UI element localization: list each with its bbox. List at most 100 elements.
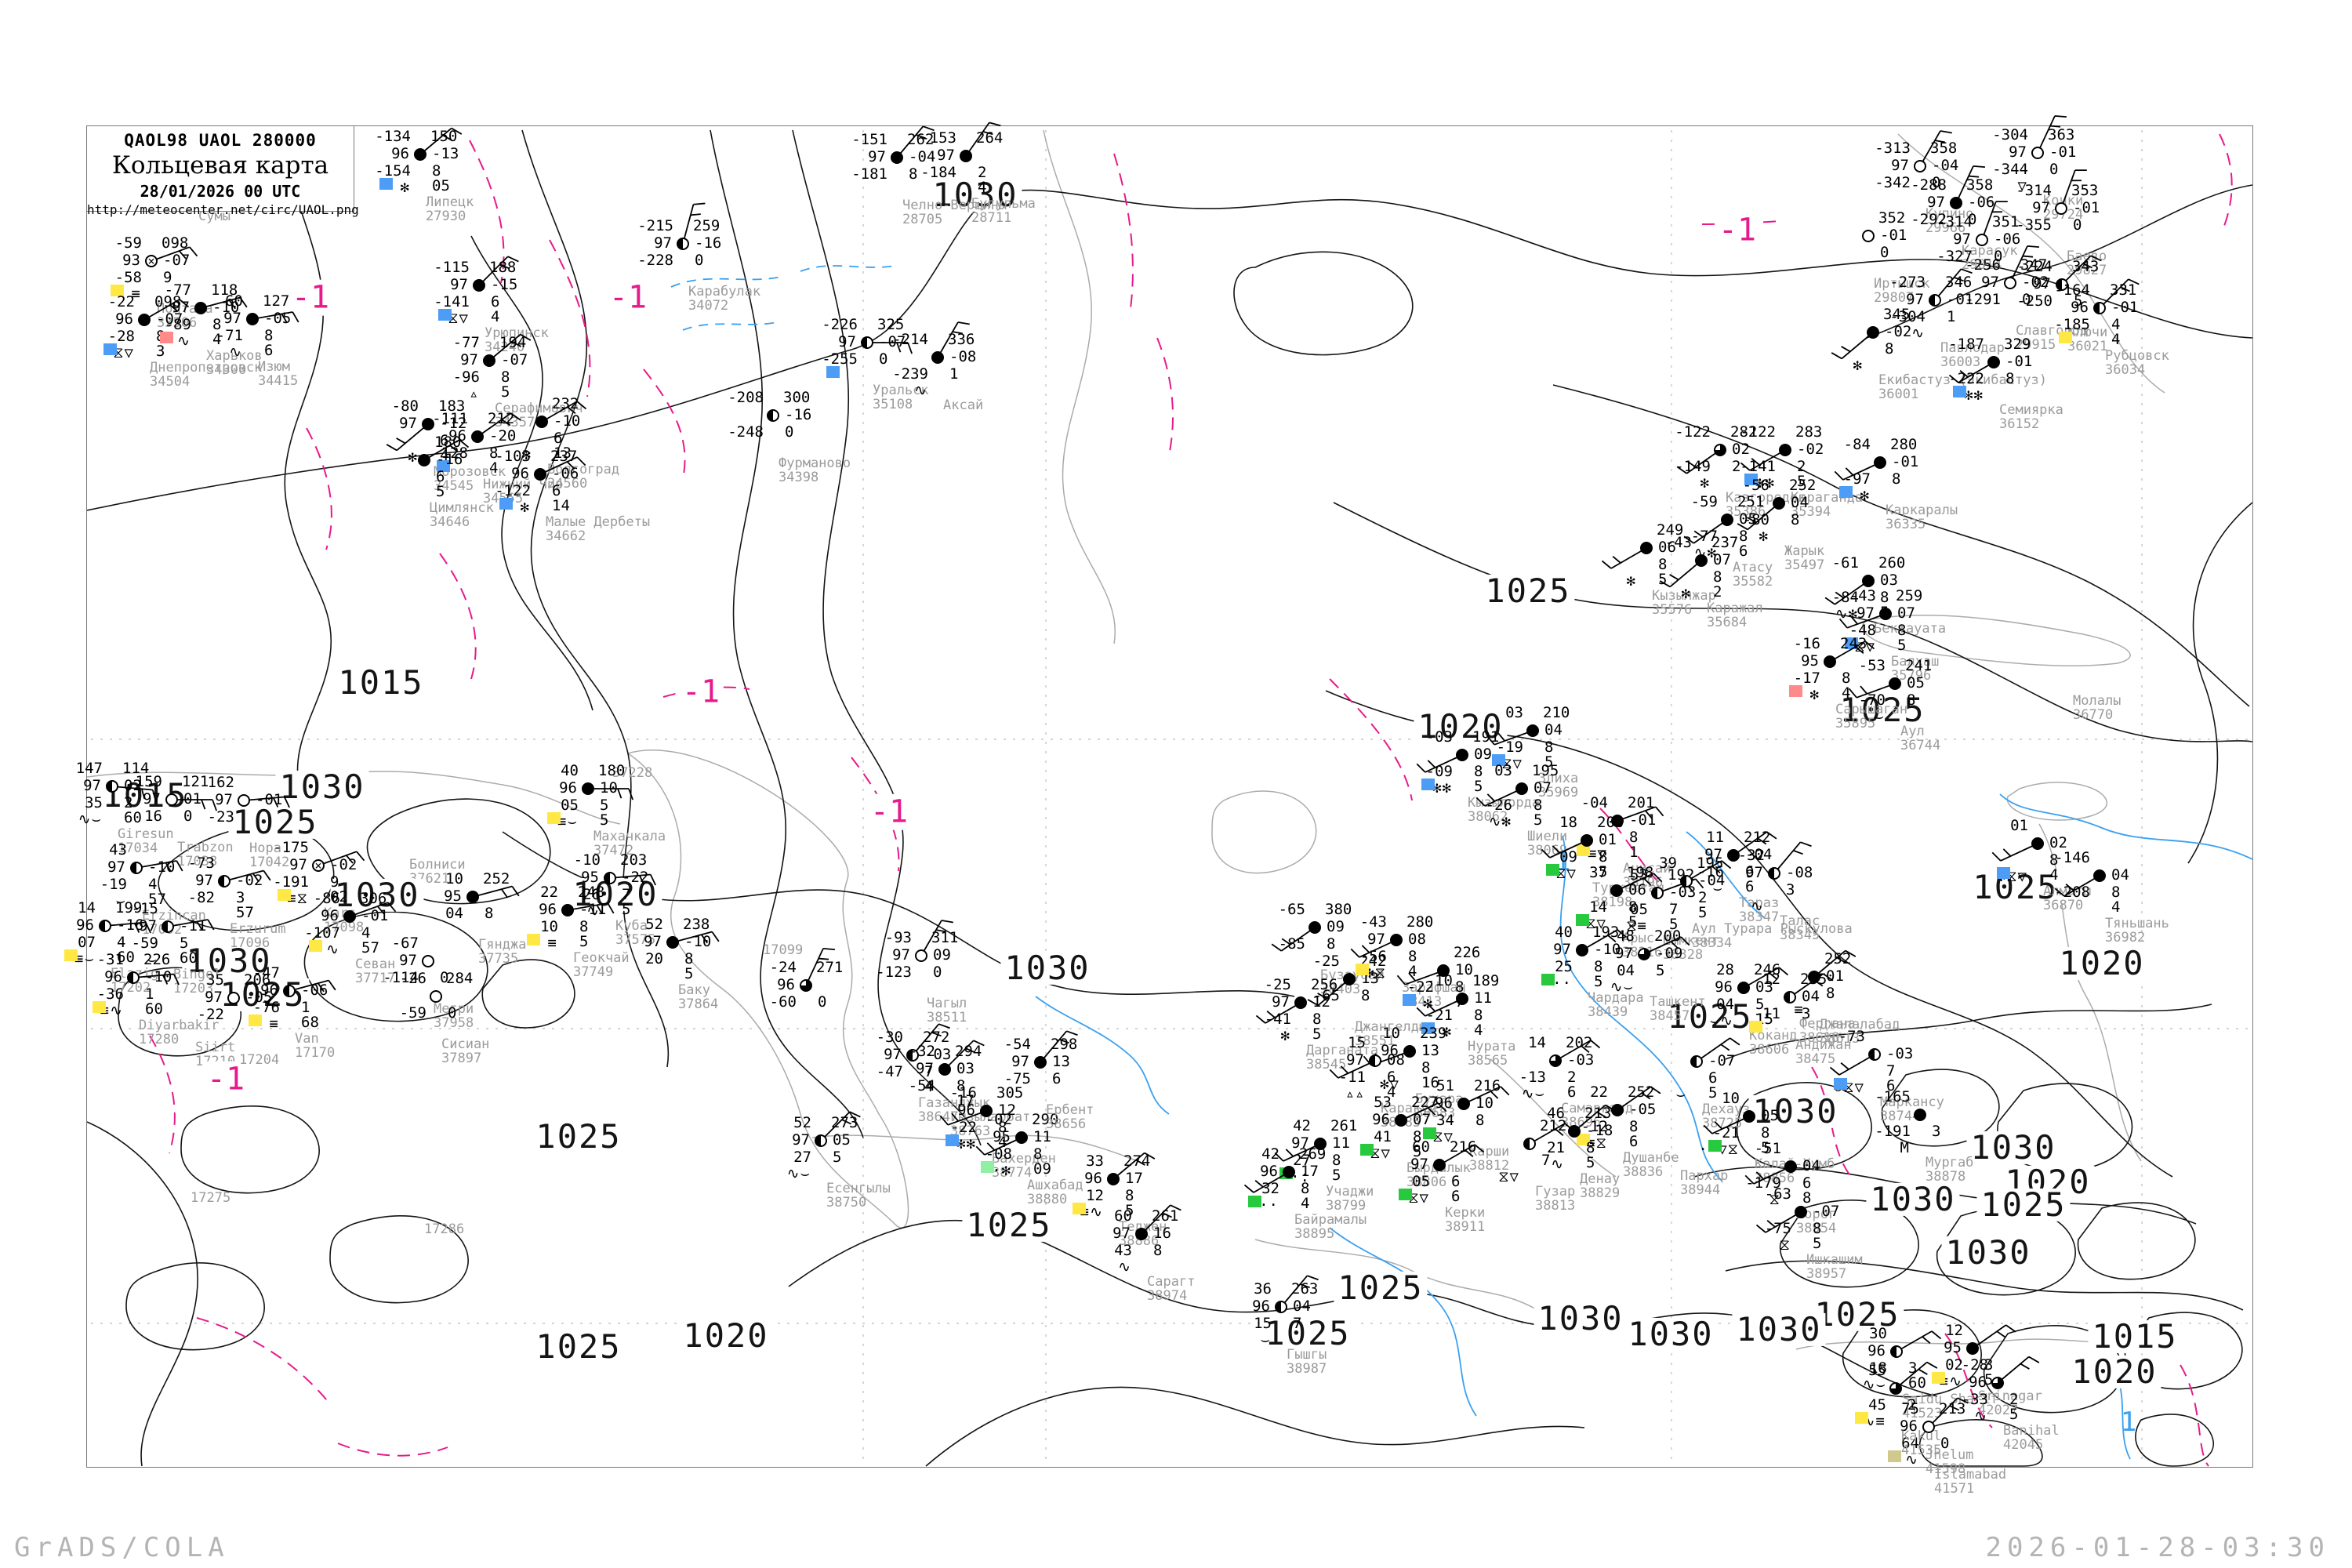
station-temperature: 52 (793, 1114, 811, 1131)
station-name-id: Нурата 38565 (1468, 1039, 1516, 1069)
station-code-1: 5 (1755, 996, 1765, 1013)
station-temperature: -77 (164, 281, 191, 299)
station-circle-icon (2031, 147, 2044, 159)
station-temperature: 37 (1589, 864, 1607, 881)
station-dewpoint: 02 (1945, 1356, 1963, 1374)
station-temperature: 40 (561, 762, 579, 779)
station-name-id: Теджен 38886 (1119, 1219, 1167, 1249)
station-temperature: 52 (645, 916, 663, 933)
station-visibility: 96 (1252, 1298, 1270, 1315)
weather-symbol-icon: ⧖▽ (1370, 1145, 1391, 1162)
weather-symbol-icon: ∿✻ (1488, 813, 1512, 830)
station-circle-icon (162, 920, 174, 933)
weather-symbol-icon: ⧖▽ (448, 310, 469, 327)
station-temperature: -43 (1359, 913, 1387, 931)
station-color-marker (1399, 1189, 1412, 1200)
wind-barb-icon (1555, 1040, 1601, 1062)
station-dewpoint: -184 (920, 164, 956, 181)
station-pressure: 274 (1123, 1152, 1151, 1170)
station-pressure: 212 (488, 410, 515, 427)
station-dewpoint: -11 (1338, 1069, 1366, 1086)
station-pressure-tendency: -01 (2111, 299, 2139, 316)
station-name-id: Злиха 35969 (1538, 771, 1579, 800)
station-visibility: 96 (448, 427, 466, 445)
front-value-label: -1 (1715, 212, 1759, 249)
station-circle-icon (1862, 230, 1875, 242)
station-temperature: -51 (1754, 1140, 1781, 1157)
station-pressure: 212 (1540, 1117, 1567, 1134)
station-temperature: 60 (1412, 1138, 1430, 1156)
station-code-2: 5 (1594, 973, 1603, 990)
station-name-id: Ишкашим 38957 (1806, 1252, 1863, 1282)
station-name-id: Bingol 17203 (173, 967, 222, 996)
wind-barb-icon (167, 919, 215, 931)
weather-symbol-icon: ✻ (408, 448, 418, 466)
station-code-1: 5 (1656, 962, 1665, 979)
station-pressure-tendency: -15 (491, 276, 518, 293)
station-name-id: Ашхабад 38880 (1027, 1178, 1083, 1207)
station-visibility: 97 (1953, 230, 1971, 248)
station-name-id: Серафимович 34357 (495, 401, 583, 430)
station-name-id: Севан 37717 (355, 956, 396, 986)
rivers (670, 265, 2252, 1460)
weather-symbol-icon: ⧖▽ (113, 344, 134, 361)
station-code-2: 13 (554, 445, 572, 462)
front-value-label: -1 (289, 279, 332, 316)
station-name-id: Erzurum 17096 (230, 921, 286, 951)
station-pressure: 194 (499, 334, 527, 351)
station-code-2: 5 (1984, 1371, 1994, 1388)
station-name-id: Цимлянск 34646 (430, 500, 494, 530)
station-code-1: 0 (933, 964, 942, 981)
station-circle-icon (1950, 197, 1962, 209)
station-code-1: 8 (1791, 511, 1800, 528)
station-dewpoint: -304 (1889, 308, 1926, 325)
station-dewpoint: -28 (107, 328, 135, 345)
isobar-label: 1020 (679, 1319, 773, 1352)
station-pressure-tendency: 01 (1599, 831, 1617, 848)
station-color-marker (981, 1161, 994, 1173)
station-pressure: 248 (578, 884, 605, 901)
station-color-marker (249, 1014, 262, 1026)
wind-barb-icon (423, 439, 470, 461)
station-name-id: Балхаш 35796 (1891, 654, 1940, 684)
station-pressure-tendency: -04 (1698, 872, 1726, 889)
station-dewpoint: -128 (432, 445, 468, 462)
station-visibility: 96 (2071, 299, 2089, 316)
isobar-label: 1025 (1835, 693, 1929, 727)
station-dewpoint: -47 (876, 1063, 903, 1080)
isobar-label: 1020 (2067, 1355, 2161, 1388)
station-temperature: 51 (1436, 1077, 1454, 1094)
station-name-id: 17204 (239, 1052, 280, 1068)
station-dewpoint: -149 (1675, 458, 1711, 475)
station-circle-icon (194, 302, 207, 314)
station-color-marker (438, 309, 452, 321)
station-circle-icon (1568, 1125, 1581, 1138)
station-visibility: 96 (1969, 1374, 1987, 1391)
station-visibility: 97 (792, 1131, 810, 1149)
station-code-1: 2 (1698, 889, 1708, 906)
station-pressure-tendency: -04 (1932, 157, 1959, 174)
station-code-2: 8 (1802, 1189, 1812, 1207)
station-pressure: 226 (143, 951, 171, 968)
station-code-1: 8 (1544, 739, 1554, 756)
station-temperature: -73 (1838, 1028, 1865, 1045)
station-code-1: 5 (600, 797, 609, 814)
station-code-1: 0 (440, 969, 449, 986)
isobar-label: 1030 (1941, 1236, 2035, 1269)
station-code-2: 4 (440, 447, 449, 464)
station-temperature: -224 (2016, 258, 2053, 275)
station-name-id: Van 17170 (295, 1031, 336, 1061)
weather-symbol-icon: ▵▵ (1345, 1085, 1365, 1102)
station-pressure: 358 (1966, 176, 1994, 194)
station-pressure: 180 (598, 762, 626, 779)
weather-symbol-icon: ✻✻ (1964, 387, 1984, 404)
station-code-2: 5 (1413, 1143, 1422, 1160)
station-pressure-tendency: 05 (833, 1131, 851, 1149)
station-circle-icon (1294, 996, 1307, 1009)
station-circle-icon (1390, 934, 1403, 946)
station-circle-icon (1640, 542, 1653, 554)
isobar-label: 1025 (1976, 1188, 2071, 1221)
station-pressure-tendency: 17 (1125, 1170, 1143, 1187)
station-pressure-tendency: 03 (1880, 572, 1898, 589)
station-code-2: 02 (330, 888, 348, 906)
